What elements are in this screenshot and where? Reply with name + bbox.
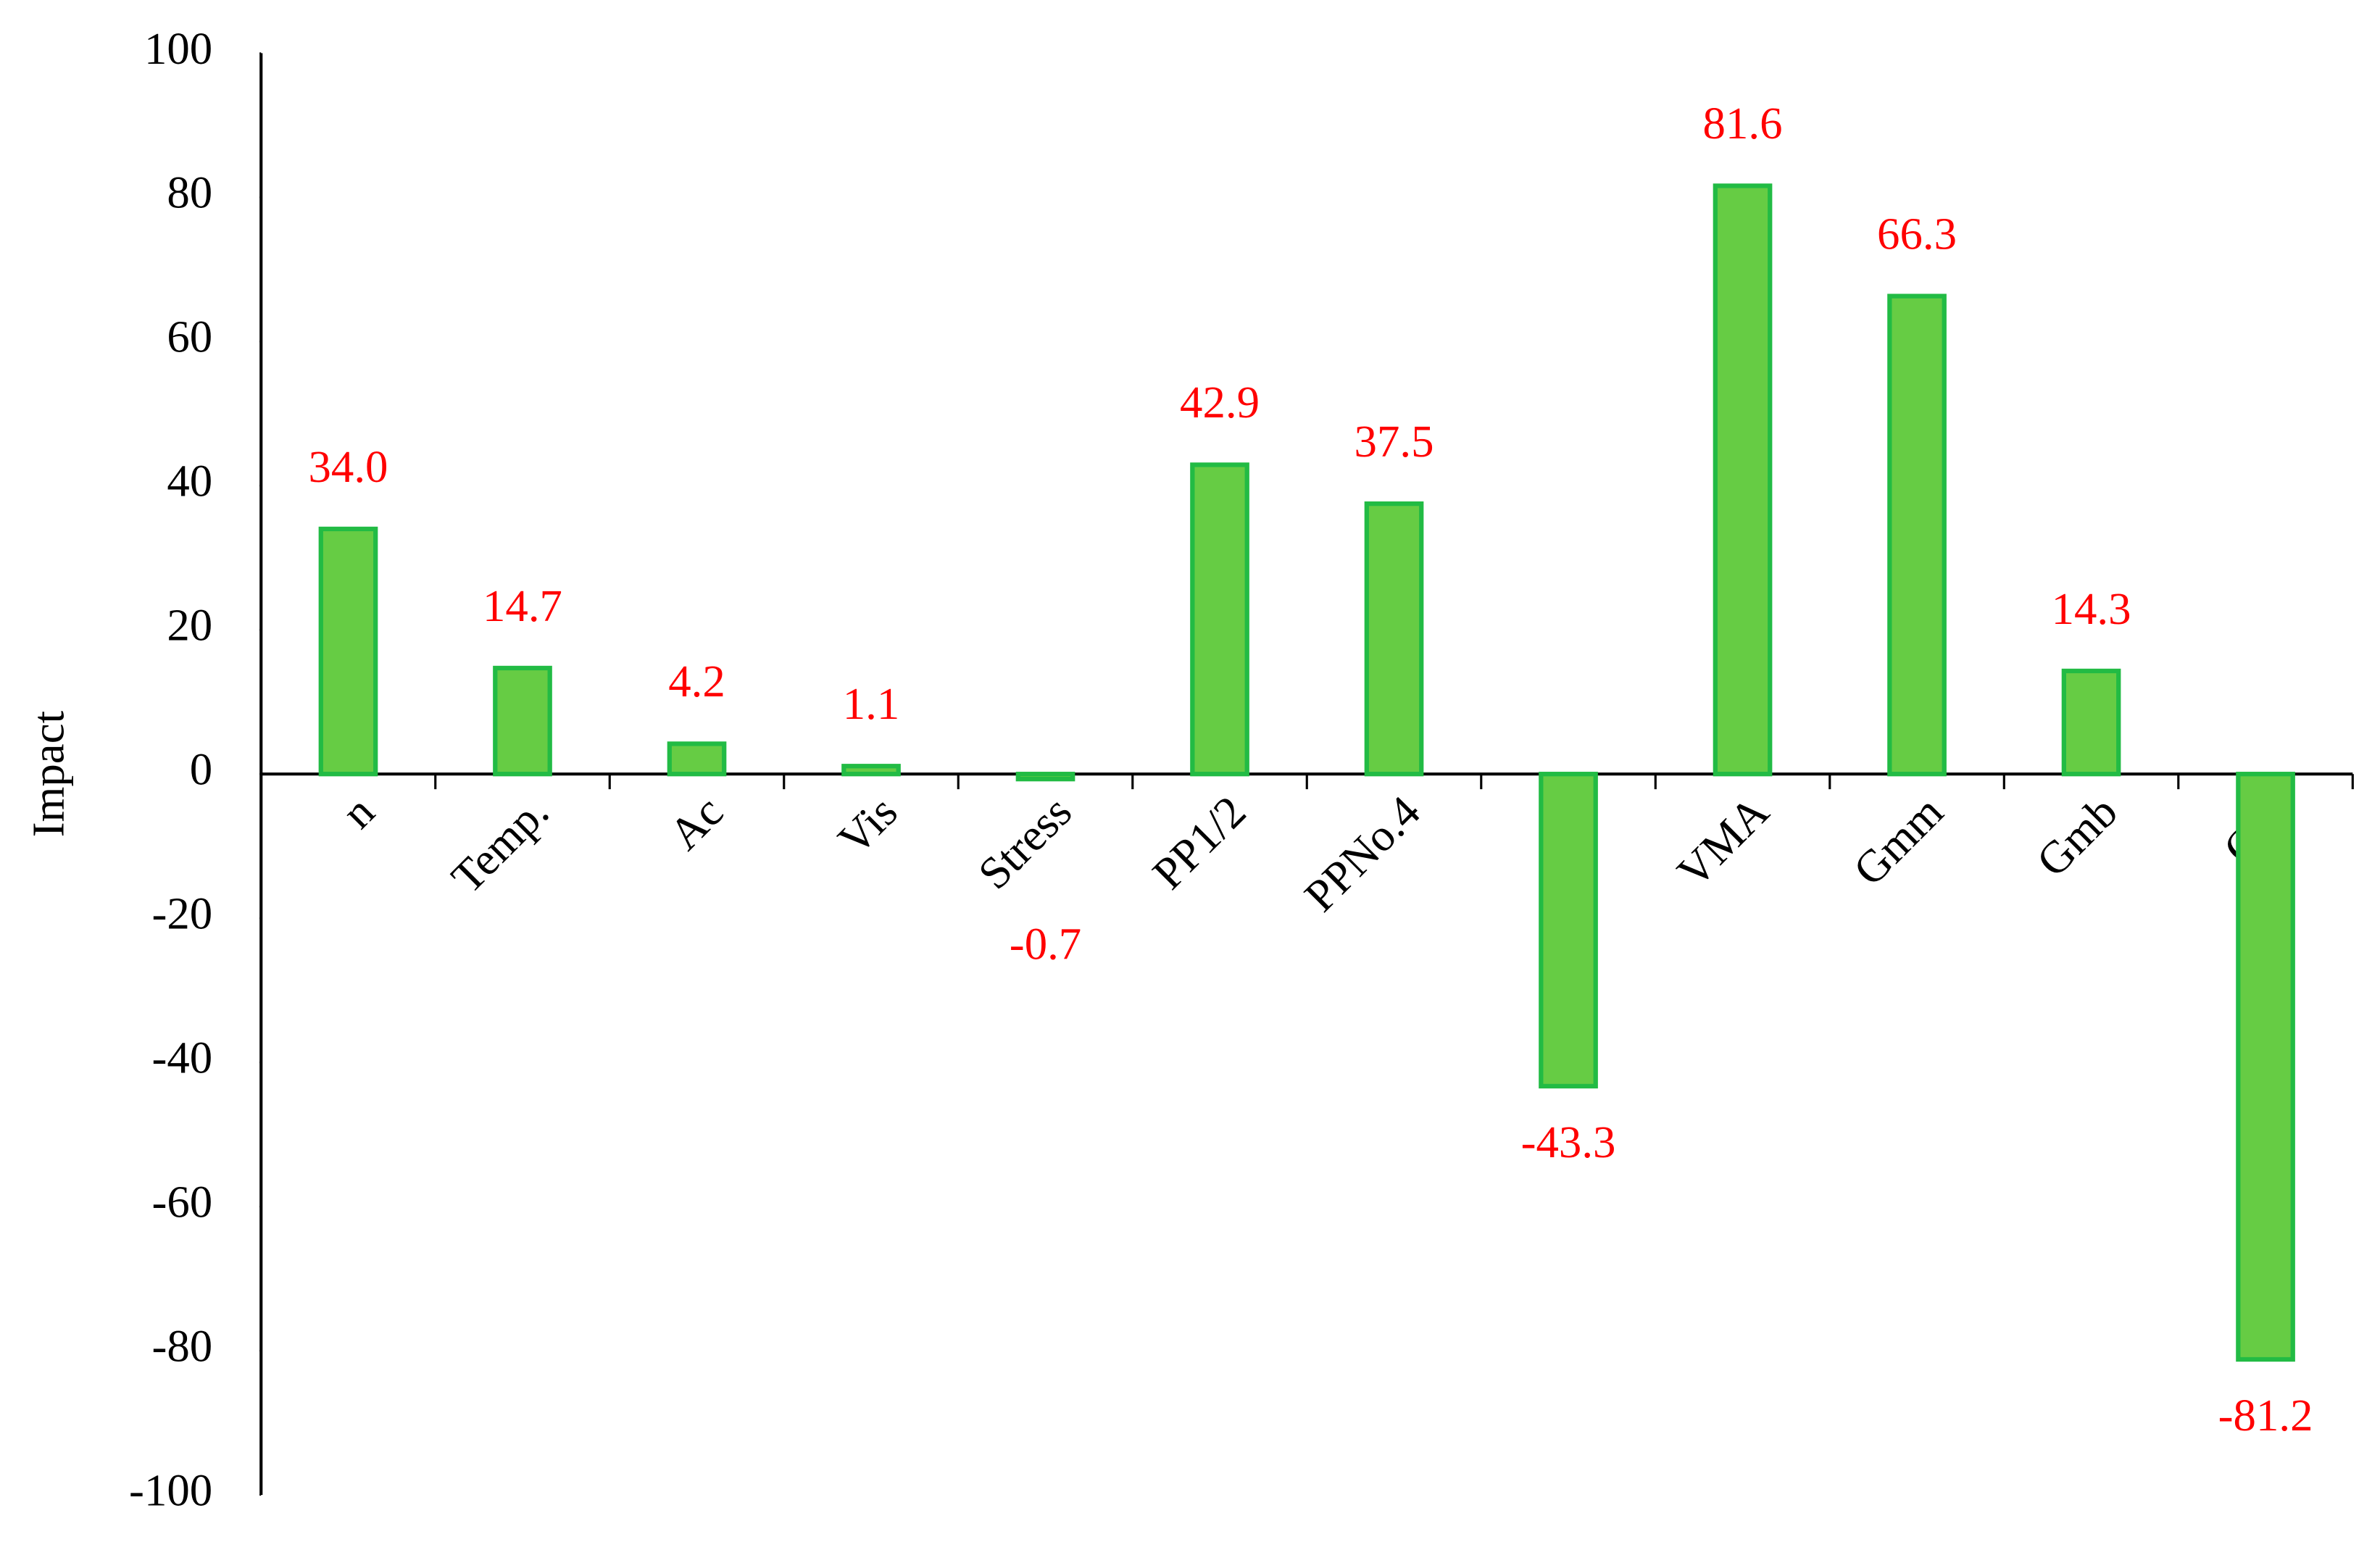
bar <box>1887 293 1947 777</box>
y-tick-label: -20 <box>151 888 212 939</box>
bar <box>1713 183 1773 777</box>
bar <box>2061 668 2121 777</box>
y-tick-label: 100 <box>144 23 212 74</box>
x-tick-label: Temp. <box>441 786 558 903</box>
bar <box>1364 501 1424 777</box>
value-label: 42.9 <box>1180 377 1260 428</box>
x-tick-label: Stress <box>968 786 1081 899</box>
y-axis-label: Impact <box>23 710 74 837</box>
y-tick-label: 40 <box>167 456 212 507</box>
bar <box>1539 772 1598 1089</box>
y-tick-label: -100 <box>129 1464 212 1515</box>
bar <box>1015 772 1075 782</box>
y-tick-label: 20 <box>167 600 212 651</box>
bar <box>841 764 901 777</box>
bar <box>667 741 727 777</box>
value-label: 14.7 <box>483 580 562 631</box>
x-tick-label: PPNo.4 <box>1294 786 1430 922</box>
bar <box>2236 772 2295 1362</box>
x-tick-label: n <box>332 786 384 838</box>
value-label: 14.3 <box>2052 583 2131 634</box>
y-tick-label: 0 <box>190 744 212 795</box>
value-label: 34.0 <box>309 441 388 492</box>
value-label: 1.1 <box>843 678 900 729</box>
value-label: -81.2 <box>2218 1390 2313 1441</box>
y-tick-label: -80 <box>151 1320 212 1371</box>
y-tick-label: 60 <box>167 312 212 362</box>
bar <box>493 665 552 777</box>
x-tick-label: Ac <box>660 786 733 859</box>
x-tick-label: PP1/2 <box>1143 786 1256 899</box>
value-label: -0.7 <box>1010 918 1081 969</box>
value-label: 81.6 <box>1703 98 1783 149</box>
x-tick-label: VMA <box>1668 786 1778 897</box>
value-label: 66.3 <box>1877 208 1957 259</box>
value-label: -43.3 <box>1521 1117 1616 1167</box>
bar <box>1190 462 1249 777</box>
bar <box>318 526 378 777</box>
y-tick-label: -60 <box>151 1177 212 1228</box>
value-label: 4.2 <box>668 656 725 707</box>
x-tick-label: Vis <box>828 786 907 865</box>
y-tick-label: -40 <box>151 1033 212 1083</box>
y-tick-label: 80 <box>167 167 212 218</box>
x-tick-label: Gmb <box>2027 786 2127 886</box>
value-label: 37.5 <box>1355 416 1434 467</box>
x-tick-label: Gmm <box>1844 786 1953 896</box>
